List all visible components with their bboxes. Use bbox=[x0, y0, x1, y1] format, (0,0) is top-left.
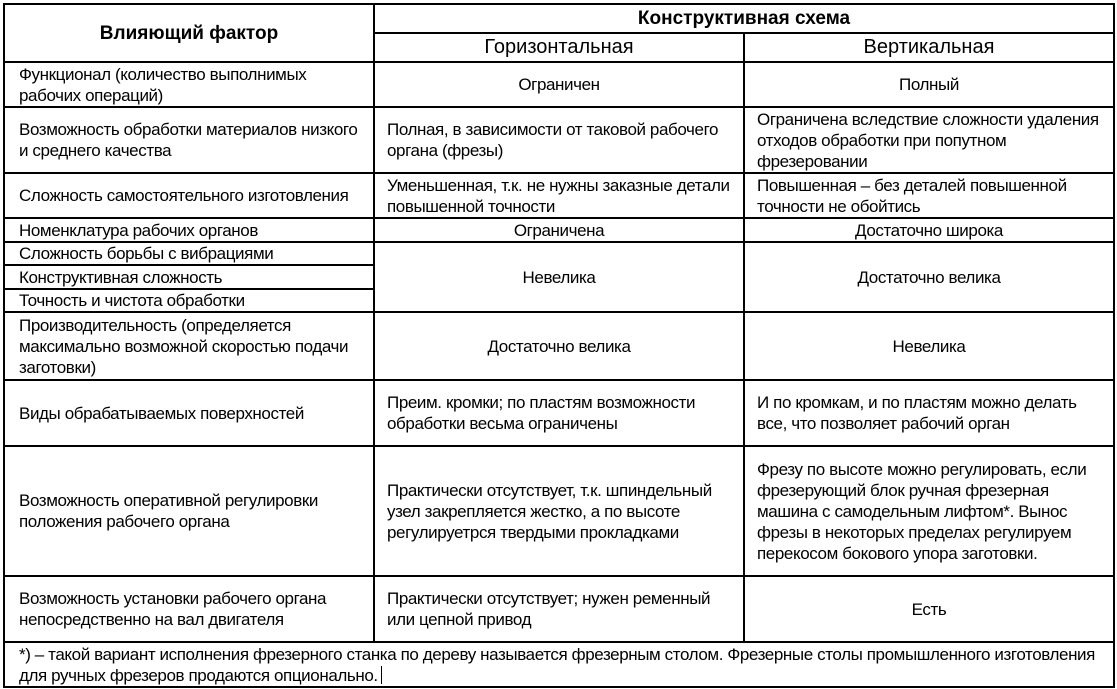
table-row: Сложность самостоятельного изготовления … bbox=[3, 172, 1115, 219]
header-horizontal: Горизонтальная bbox=[373, 32, 745, 63]
horizontal-cell: Ограничен bbox=[373, 61, 745, 108]
vertical-cell: Достаточно широка bbox=[743, 217, 1115, 243]
horizontal-cell: Уменьшенная, т.к. не нужны заказные дета… bbox=[373, 172, 745, 219]
horizontal-cell: Невелика bbox=[373, 241, 745, 313]
table-row: Точность и чистота обработки bbox=[3, 288, 1114, 313]
table-row: Конструктивная сложность bbox=[3, 264, 1114, 290]
table-row: Возможность обработки материалов низкого… bbox=[3, 106, 1115, 174]
horizontal-cell: Достаточно велика bbox=[373, 311, 745, 381]
comparison-table: Влияющий фактор Конструктивная схема Гор… bbox=[3, 3, 1115, 688]
header-scheme: Конструктивная схема bbox=[373, 3, 1115, 34]
factor-cell: Возможность обработки материалов низкого… bbox=[3, 106, 375, 174]
horizontal-cell: Преим. кромки; по пластям возможности об… bbox=[373, 379, 745, 447]
factor-cell: Виды обрабатываемых поверхностей bbox=[3, 379, 375, 447]
vertical-cell: И по кромкам, и по пластям можно делать … bbox=[743, 379, 1115, 447]
horizontal-cell: Практически отсутствует, т.к. шпиндельны… bbox=[373, 445, 745, 577]
text-cursor bbox=[380, 665, 382, 684]
horizontal-cell: Полная, в зависимости от таковой рабочег… bbox=[373, 106, 745, 174]
vertical-cell: Фрезу по высоте можно регулировать, если… bbox=[743, 445, 1115, 577]
table-row: Номенклатура рабочих органов Ограничена … bbox=[3, 217, 1115, 243]
table-row: Виды обрабатываемых поверхностей Преим. … bbox=[3, 379, 1115, 447]
footnote-cell[interactable]: *) – такой вариант исполнения фрезерного… bbox=[3, 641, 1115, 688]
vertical-cell: Повышенная – без деталей повышенной точн… bbox=[743, 172, 1115, 219]
vertical-cell: Достаточно велика bbox=[743, 241, 1115, 313]
factor-cell: Сложность самостоятельного изготовления bbox=[3, 172, 375, 219]
factor-cell: Номенклатура рабочих органов bbox=[3, 217, 375, 243]
vertical-cell: Ограничена вследствие сложности удаления… bbox=[743, 106, 1115, 174]
header-factor: Влияющий фактор bbox=[3, 3, 375, 63]
table-row: Возможность установки рабочего органа не… bbox=[3, 575, 1115, 643]
horizontal-cell: Ограничена bbox=[373, 217, 745, 243]
factor-cell: Возможность установки рабочего органа не… bbox=[3, 575, 375, 643]
footnote-text: *) – такой вариант исполнения фрезерного… bbox=[19, 644, 1095, 685]
factor-cell: Точность и чистота обработки bbox=[3, 288, 375, 313]
vertical-cell: Невелика bbox=[743, 311, 1115, 381]
table-row: Сложность борьбы с вибрациями Невелика Д… bbox=[3, 241, 1115, 313]
table-row: Функционал (количество выполнимых рабочи… bbox=[3, 61, 1115, 108]
horizontal-cell: Практически отсутствует; нужен ременный … bbox=[373, 575, 745, 643]
factor-cell: Функционал (количество выполнимых рабочи… bbox=[3, 61, 375, 108]
factor-cell: Производительность (определяется максима… bbox=[3, 311, 375, 381]
vertical-cell: Полный bbox=[743, 61, 1115, 108]
factor-cell: Сложность борьбы с вибрациями bbox=[3, 241, 375, 266]
vertical-cell: Есть bbox=[743, 575, 1115, 643]
table-row: Производительность (определяется максима… bbox=[3, 311, 1115, 381]
header-vertical: Вертикальная bbox=[743, 32, 1115, 63]
factor-cell: Возможность оперативной регулировки поло… bbox=[3, 445, 375, 577]
table-row: Возможность оперативной регулировки поло… bbox=[3, 445, 1115, 577]
factor-cell: Конструктивная сложность bbox=[3, 264, 375, 290]
